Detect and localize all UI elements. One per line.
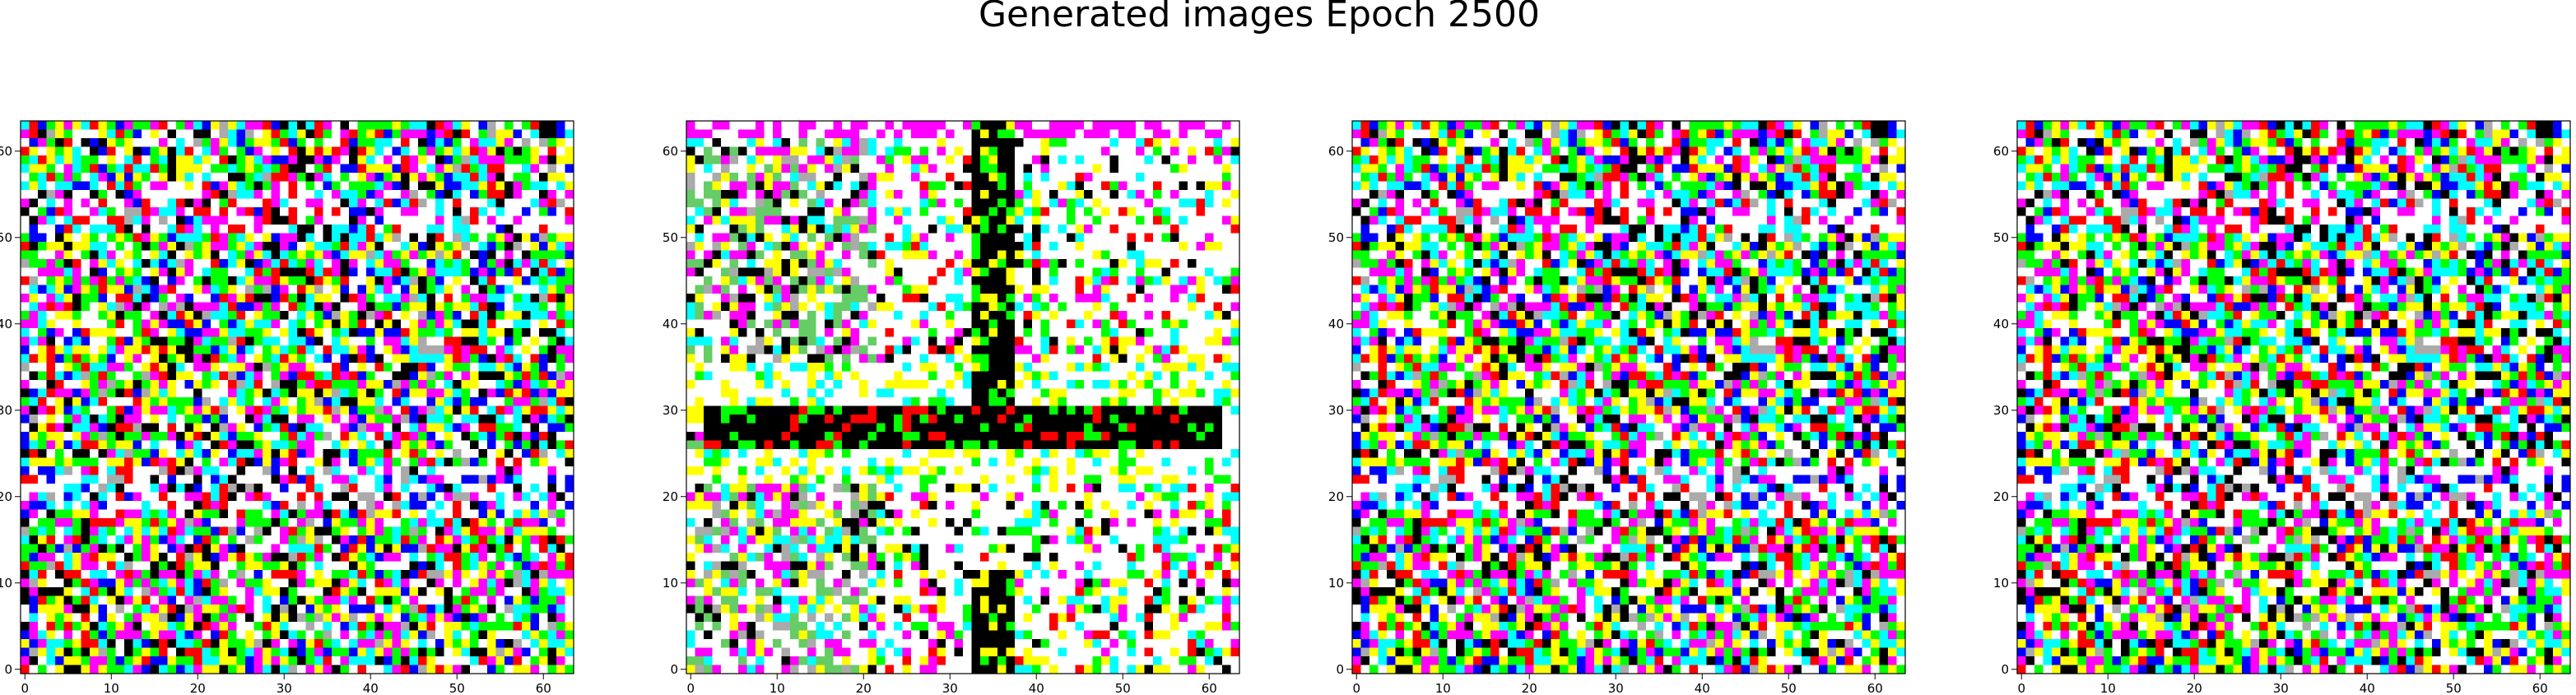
x-tick-label: 60	[2532, 681, 2548, 695]
x-tick-label: 40	[1029, 681, 1044, 695]
x-tick-label: 20	[190, 681, 206, 695]
y-tick-label: 0	[1336, 662, 1344, 677]
y-tick-label: 50	[0, 230, 12, 245]
y-tick-label: 20	[0, 489, 12, 504]
generated-image-1	[21, 121, 574, 674]
image-panel-4: 0 10 20 30 40 50 60 0 10 20 30 40 50 60	[1993, 120, 2571, 695]
generated-image-3	[1352, 121, 1906, 674]
x-tick-label: 20	[2187, 681, 2202, 695]
figure-title: Generated images Epoch 2500	[979, 0, 1540, 35]
y-tick-label: 60	[1328, 144, 1344, 159]
y-tick-label: 30	[0, 403, 12, 418]
x-tick-label: 30	[2273, 681, 2289, 695]
x-tick-label: 0	[21, 681, 29, 695]
axes-frame	[20, 120, 574, 674]
x-tick-label: 50	[1115, 681, 1131, 695]
y-tick-label: 60	[1993, 144, 2009, 159]
x-tick-label: 10	[1435, 681, 1451, 695]
x-tick-label: 10	[104, 681, 119, 695]
y-tick-label: 0	[2001, 662, 2009, 677]
x-tick-label: 30	[277, 681, 292, 695]
y-tick-label: 40	[1993, 317, 2009, 331]
generated-image-4	[2017, 121, 2571, 674]
axes-frame	[2016, 120, 2571, 674]
y-tick-label: 10	[1993, 576, 2009, 591]
y-tick-label: 50	[1993, 230, 2009, 245]
x-tick-label: 40	[363, 681, 379, 695]
y-tick-label: 60	[0, 144, 12, 159]
x-tick-label: 10	[2100, 681, 2116, 695]
x-tick-label: 60	[536, 681, 551, 695]
x-tick-label: 0	[1352, 681, 1360, 695]
y-tick-label: 60	[663, 144, 678, 159]
y-tick-label: 40	[663, 317, 678, 331]
y-tick-label: 20	[663, 489, 678, 504]
y-tick-label: 50	[663, 230, 678, 245]
x-tick-label: 0	[686, 681, 695, 695]
y-tick-label: 20	[1328, 489, 1344, 504]
x-tick-label: 50	[449, 681, 465, 695]
x-tick-label: 30	[1608, 681, 1624, 695]
y-tick-label: 40	[0, 317, 12, 331]
y-tick-label: 30	[1328, 403, 1344, 418]
x-tick-label: 30	[942, 681, 958, 695]
generated-image-2	[686, 121, 1240, 674]
image-panel-1: 0 10 20 30 40 50 60 0 10 20 30 40 50 60	[0, 120, 574, 695]
x-tick-label: 0	[2017, 681, 2025, 695]
x-tick-label: 40	[2360, 681, 2375, 695]
x-tick-label: 20	[1522, 681, 1537, 695]
y-tick-label: 40	[1328, 317, 1344, 331]
y-tick-label: 50	[1328, 230, 1344, 245]
image-panel-2: 0 10 20 30 40 50 60 0 10 20 30 40 50 60	[663, 120, 1240, 695]
x-tick-label: 40	[1695, 681, 1710, 695]
y-tick-label: 0	[4, 662, 12, 677]
y-tick-label: 10	[663, 576, 678, 591]
x-tick-label: 60	[1867, 681, 1883, 695]
y-tick-label: 0	[670, 662, 678, 677]
y-tick-label: 10	[1328, 576, 1344, 591]
x-tick-label: 60	[1202, 681, 1217, 695]
y-tick-label: 30	[663, 403, 678, 418]
y-tick-label: 20	[1993, 489, 2009, 504]
axes-frame	[1351, 120, 1906, 674]
x-tick-label: 10	[770, 681, 785, 695]
image-panel-3: 0 10 20 30 40 50 60 0 10 20 30 40 50 60	[1328, 120, 1906, 695]
axes-frame	[686, 120, 1240, 674]
y-tick-label: 30	[1993, 403, 2009, 418]
x-tick-label: 50	[1781, 681, 1797, 695]
x-tick-label: 20	[856, 681, 872, 695]
y-tick-label: 10	[0, 576, 12, 591]
x-tick-label: 50	[2446, 681, 2462, 695]
